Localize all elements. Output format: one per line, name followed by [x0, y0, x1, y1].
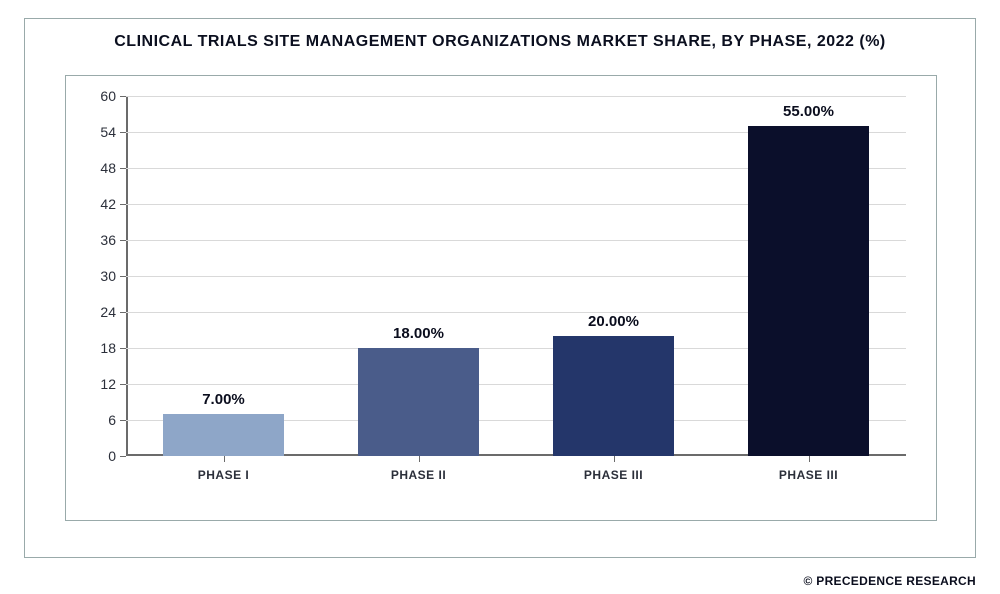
ytick-label: 24: [86, 304, 116, 320]
xtick-mark: [614, 456, 615, 462]
ytick-mark: [120, 132, 126, 133]
ytick-label: 54: [86, 124, 116, 140]
ytick-mark: [120, 348, 126, 349]
ytick-label: 36: [86, 232, 116, 248]
ytick-label: 30: [86, 268, 116, 284]
ytick-mark: [120, 276, 126, 277]
bar: 18.00%: [358, 348, 479, 456]
gridline: [126, 96, 906, 97]
xtick-label: PHASE III: [584, 468, 643, 482]
xtick-mark: [419, 456, 420, 462]
bar-value-label: 20.00%: [588, 313, 639, 330]
bar: 7.00%: [163, 414, 284, 456]
ytick-mark: [120, 384, 126, 385]
ytick-mark: [120, 168, 126, 169]
ytick-label: 12: [86, 376, 116, 392]
xtick-label: PHASE I: [198, 468, 250, 482]
ytick-mark: [120, 420, 126, 421]
bar-value-label: 7.00%: [202, 391, 245, 408]
ytick-mark: [120, 240, 126, 241]
chart-outer-frame: CLINICAL TRIALS SITE MANAGEMENT ORGANIZA…: [24, 18, 976, 558]
ytick-label: 0: [86, 448, 116, 464]
bar-value-label: 55.00%: [783, 103, 834, 120]
chart-inner-frame: 0 6 12 18 24 30 36 42 48 54 60 7.00% PHASE I 18.00% PH…: [65, 75, 937, 521]
ytick-label: 48: [86, 160, 116, 176]
ytick-mark: [120, 456, 126, 457]
bar: 20.00%: [553, 336, 674, 456]
bar: 55.00%: [748, 126, 869, 456]
xtick-mark: [809, 456, 810, 462]
xtick-label: PHASE III: [779, 468, 838, 482]
xtick-label: PHASE II: [391, 468, 446, 482]
credit-text: © PRECEDENCE RESEARCH: [803, 574, 976, 588]
ytick-label: 18: [86, 340, 116, 356]
ytick-mark: [120, 312, 126, 313]
ytick-label: 6: [86, 412, 116, 428]
chart-title: CLINICAL TRIALS SITE MANAGEMENT ORGANIZA…: [25, 19, 975, 63]
ytick-label: 60: [86, 88, 116, 104]
ytick-label: 42: [86, 196, 116, 212]
xtick-mark: [224, 456, 225, 462]
ytick-mark: [120, 204, 126, 205]
plot-area: 061218243036424854607.00%PHASE I18.00%PH…: [126, 96, 906, 456]
ytick-mark: [120, 96, 126, 97]
bar-value-label: 18.00%: [393, 325, 444, 342]
